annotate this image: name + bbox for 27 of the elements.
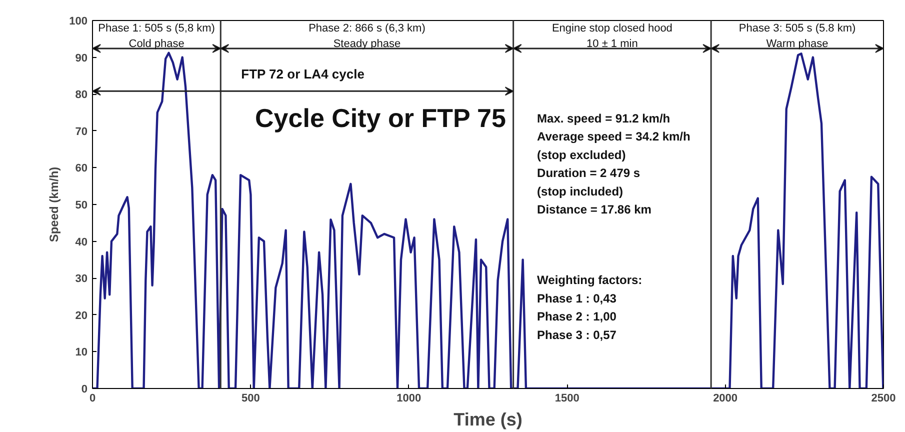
y-tick-label: 10 [75,346,88,359]
y-tick-label: 60 [75,162,88,175]
y-tick-label: 30 [75,273,88,286]
y-axis-title: Speed (km/h) [47,166,62,242]
annotation: Cycle City or FTP 75 [255,103,506,134]
y-tick-label: 0 [81,384,88,396]
annotation: Max. speed = 91.2 km/h Average speed = 34.2 km/h (stop excluded) Duration = 2 479 s (stop included) Distance = 17.86 km [537,112,690,217]
annotation: Phase 1: 505 s (5,8 km) Cold phase [98,22,215,50]
x-tick-label: 1000 [396,392,422,404]
y-tick-label: 100 [69,16,88,28]
x-tick-label: 500 [242,392,260,404]
x-tick-label: 1500 [554,392,580,404]
annotation: Phase 3: 505 s (5.8 km) Warm phase [738,22,856,50]
y-tick-label: 20 [75,310,88,322]
y-tick-label: 70 [75,126,88,138]
annotation: Phase 2: 866 s (6,3 km) Steady phase [308,22,426,50]
y-tick-label: 50 [75,200,88,212]
annotation: FTP 72 or LA4 cycle [241,66,364,82]
x-tick-label: 2000 [713,392,738,404]
y-tick-label: 80 [75,89,88,102]
annotation: Engine stop closed hood 10 ± 1 min [552,22,672,50]
x-axis-title: Time (s) [454,410,522,430]
x-tick-label: 2500 [871,392,896,404]
y-tick-label: 90 [75,52,88,64]
annotation: Weighting factors: Phase 1 : 0,43 Phase 2 : 1,00 Phase 3 : 0,57 [537,273,642,342]
x-tick-label: 0 [89,392,96,404]
y-tick-label: 40 [75,236,88,248]
